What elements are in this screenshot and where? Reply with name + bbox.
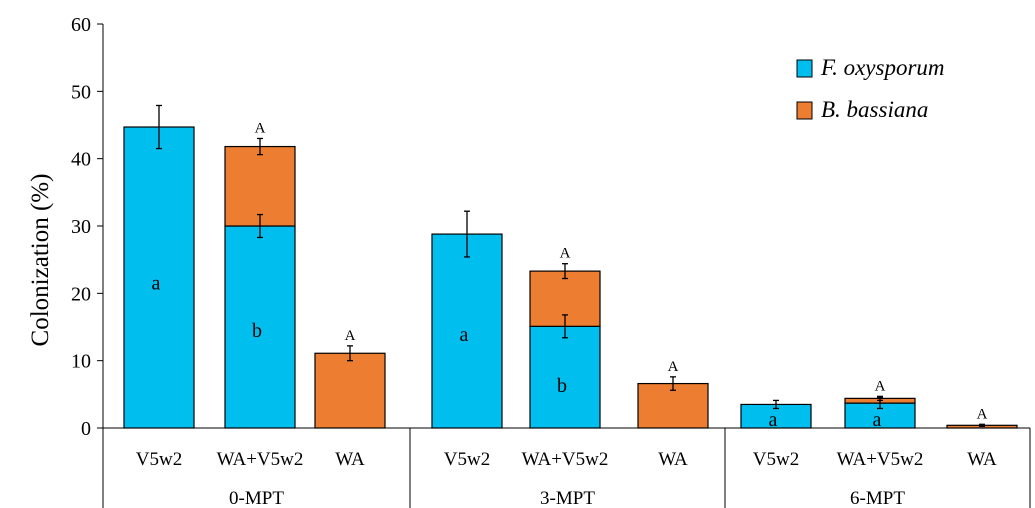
y-tick-label: 60 bbox=[71, 14, 91, 36]
significance-letter-lowercase: a bbox=[873, 409, 882, 431]
bar-f-oxysporum bbox=[224, 225, 296, 429]
significance-letter-uppercase: A bbox=[875, 378, 886, 394]
x-tick-label: WA+V5w2 bbox=[837, 449, 924, 470]
x-group-label: 0-MPT bbox=[229, 488, 284, 508]
x-axis: V5w2 WA+V5w2 WA V5w2 WA+V5w2 WA V5w2 WA+V5w2 WA 0… bbox=[102, 427, 1031, 508]
bar-b-bassiana bbox=[314, 352, 386, 429]
x-group-label: 3-MPT bbox=[540, 488, 595, 508]
bar-f-oxysporum bbox=[123, 126, 195, 429]
significance-letter-uppercase: A bbox=[255, 120, 266, 136]
legend-swatch bbox=[796, 59, 813, 78]
y-tick-label: 20 bbox=[71, 283, 91, 305]
x-tick-label: V5w2 bbox=[753, 449, 799, 470]
bars bbox=[123, 126, 1018, 429]
legend-swatch bbox=[796, 101, 813, 120]
axes: 0 10 20 30 40 50 60 bbox=[71, 14, 104, 440]
y-tick-label: 30 bbox=[71, 216, 91, 238]
significance-letter-uppercase: A bbox=[560, 246, 571, 262]
bar-b-bassiana bbox=[637, 382, 709, 429]
significance-letter-lowercase: b bbox=[252, 320, 262, 342]
significance-letter-lowercase: a bbox=[769, 409, 778, 431]
bar-f-oxysporum bbox=[431, 233, 503, 429]
x-tick-label: WA bbox=[658, 449, 688, 470]
significance-letter-uppercase: A bbox=[977, 406, 988, 422]
significance-letter-uppercase: A bbox=[668, 359, 679, 375]
x-tick-label: V5w2 bbox=[444, 449, 490, 470]
x-tick-label: WA+V5w2 bbox=[522, 449, 609, 470]
y-tick-label: 50 bbox=[71, 81, 91, 103]
y-tick-label: 0 bbox=[81, 418, 91, 440]
significance-letter-uppercase: A bbox=[345, 328, 356, 344]
significance-letter-lowercase: a bbox=[152, 273, 161, 295]
x-tick-label: WA+V5w2 bbox=[217, 449, 304, 470]
x-tick-label: WA bbox=[335, 449, 365, 470]
x-tick-label: WA bbox=[967, 449, 997, 470]
x-group-label: 6-MPT bbox=[850, 488, 905, 508]
bar-b-bassiana bbox=[224, 145, 296, 227]
y-axis-title: Colonization (%) bbox=[27, 174, 54, 347]
y-tick-label: 40 bbox=[71, 149, 91, 171]
legend: F. oxysporum B. bassiana bbox=[796, 55, 945, 122]
significance-letter-lowercase: a bbox=[460, 324, 469, 346]
legend-label: F. oxysporum bbox=[820, 55, 945, 80]
significance-letter-lowercase: b bbox=[557, 375, 567, 397]
x-tick-label: V5w2 bbox=[136, 449, 182, 470]
legend-label: B. bassiana bbox=[821, 97, 928, 122]
y-tick-label: 10 bbox=[71, 351, 91, 373]
error-bars bbox=[156, 104, 985, 427]
